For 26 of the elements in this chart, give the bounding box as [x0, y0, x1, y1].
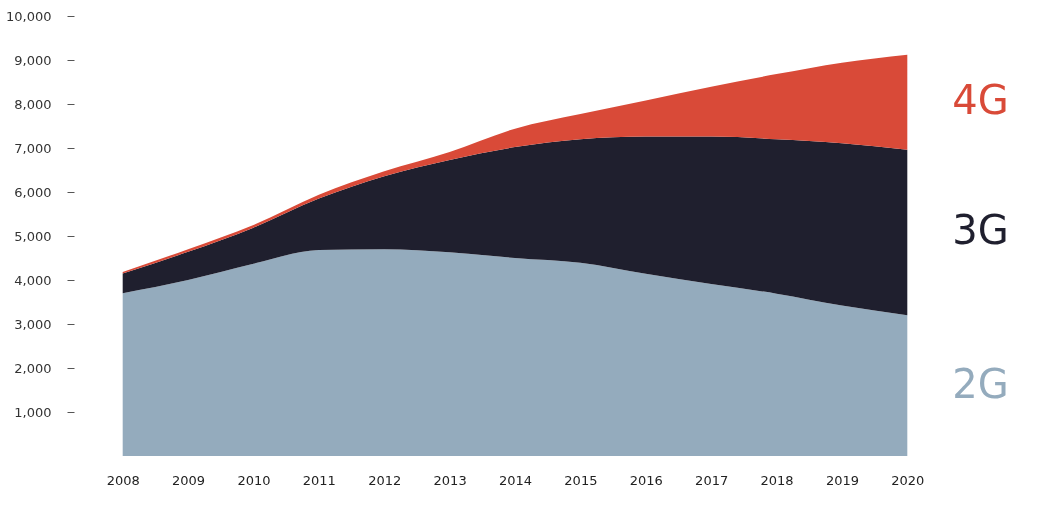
x-tick-label: 2008	[106, 472, 140, 488]
x-tick-label: 2014	[498, 472, 533, 488]
series-label: 3G	[952, 207, 1009, 254]
series-label: 2G	[952, 360, 1009, 407]
x-tick-label: 2019	[825, 472, 859, 488]
y-tick-label: 2,000	[14, 360, 52, 376]
series-label: 4G	[952, 77, 1009, 124]
y-tick-label: 5,000	[14, 228, 52, 244]
x-tick-label: 2020	[891, 472, 925, 488]
y-tick-label: 3,000	[14, 316, 52, 332]
y-tick-label: 10,000	[6, 8, 52, 24]
y-tick-label: 6,000	[14, 184, 52, 200]
x-tick-label: 2018	[760, 472, 794, 488]
x-tick-label: 2010	[237, 472, 271, 488]
x-tick-label: 2011	[302, 472, 336, 488]
x-tick-label: 2009	[172, 472, 206, 488]
y-tick-label: 1,000	[14, 404, 52, 420]
x-tick-label: 2016	[629, 472, 663, 488]
y-tick-label: 4,000	[14, 272, 52, 288]
y-tick-label: 8,000	[14, 96, 52, 112]
x-tick-label: 2013	[433, 472, 467, 488]
y-tick-label: 9,000	[14, 52, 52, 68]
y-tick-label: 7,000	[14, 140, 52, 156]
x-tick-label: 2017	[695, 472, 729, 488]
x-tick-label: 2015	[564, 472, 598, 488]
x-tick-label: 2012	[368, 472, 402, 488]
